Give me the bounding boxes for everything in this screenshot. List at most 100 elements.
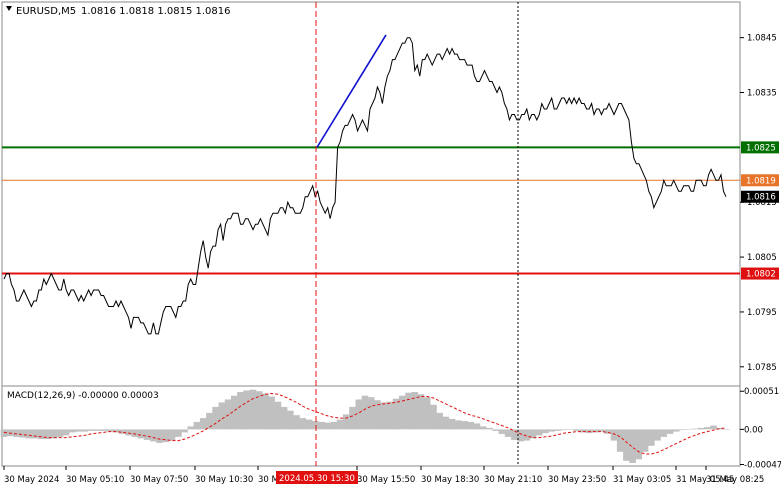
x-tick-label: 31 May 03:05: [613, 475, 671, 485]
y-tick-label: 1.0845: [747, 34, 777, 44]
macd-histogram-bar: [679, 429, 686, 431]
macd-histogram-bar: [255, 391, 263, 430]
macd-histogram-bar: [697, 427, 705, 430]
macd-histogram-bar: [81, 429, 89, 432]
macd-histogram-bar: [660, 429, 667, 437]
macd-histogram-bar: [573, 429, 580, 431]
level-price-tag: [741, 174, 779, 187]
macd-histogram-bar: [343, 414, 350, 430]
macd-histogram-bar: [50, 429, 58, 439]
y-tick-label: 1.0785: [747, 363, 777, 373]
macd-histogram-bar: [156, 429, 163, 443]
macd-y-tick-label: -0.00047: [744, 461, 781, 471]
macd-histogram-bar: [311, 421, 319, 430]
ohlc-readout: 1.0816 1.0818 1.0815 1.0816: [81, 6, 231, 17]
y-tick-label: 1.0815: [747, 198, 777, 208]
macd-title: MACD(12,26,9) -0.00000 0.00003: [7, 391, 159, 401]
price-series-line: [3, 37, 727, 335]
macd-histogram-bar: [504, 429, 512, 437]
macd-histogram-bar: [125, 429, 132, 436]
macd-histogram-bar: [666, 429, 674, 434]
macd-histogram-bar: [380, 402, 387, 430]
macd-histogram-bar: [318, 421, 325, 430]
chart-header: EURUSD,M5 1.0816 1.0818 1.0815 1.0816: [6, 6, 231, 17]
macd-histogram-bar: [175, 429, 182, 437]
macd-histogram-bar: [187, 426, 194, 430]
x-tick-label: 30 May 21:10: [484, 475, 542, 485]
macd-histogram-bar: [137, 429, 145, 439]
macd-histogram-bar: [56, 429, 64, 437]
macd-histogram-bar: [118, 429, 126, 434]
macd-histogram-bar: [610, 429, 618, 441]
macd-y-tick-label: 0.00: [744, 425, 763, 435]
y-tick-label: 1.0805: [747, 253, 777, 263]
macd-histogram-bar: [529, 429, 537, 439]
macd-histogram-bar: [486, 427, 493, 430]
trend-line[interactable]: [316, 34, 387, 148]
macd-histogram-bar: [336, 419, 344, 430]
macd-histogram-bar: [231, 395, 238, 430]
macd-histogram-bar: [560, 429, 568, 431]
level-price-label: 1.0802: [746, 270, 776, 280]
macd-histogram-bar: [237, 392, 244, 430]
macd-histogram-bar: [629, 429, 636, 463]
macd-histogram-bar: [168, 429, 176, 441]
macd-histogram-bar: [479, 426, 487, 430]
x-tick-label: 30 May 2024: [4, 475, 59, 485]
macd-histogram-bar: [287, 410, 294, 430]
macd-histogram-bar: [461, 421, 468, 430]
macd-histogram-bar: [69, 429, 76, 433]
macd-histogram-bar: [212, 406, 219, 430]
x-tick-label: 30 May 10:30: [195, 475, 253, 485]
macd-histogram-bar: [542, 429, 549, 434]
x-tick-label: 30 May 18:30: [421, 475, 479, 485]
macd-histogram-bar: [87, 429, 95, 431]
macd-histogram-bar: [38, 429, 45, 440]
macd-histogram-bar: [44, 429, 51, 440]
macd-histogram-bar: [517, 429, 524, 442]
macd-histogram-bar: [224, 399, 232, 430]
y-tick-label: 1.0795: [747, 308, 777, 318]
macd-histogram-bar: [355, 399, 363, 430]
macd-histogram-bar: [305, 419, 313, 430]
macd-histogram-bar: [206, 412, 213, 430]
macd-histogram-bar: [567, 429, 574, 430]
macd-histogram-bar: [704, 427, 711, 430]
macd-histogram-bar: [579, 429, 587, 433]
macd-histogram-bar: [280, 406, 288, 430]
macd-histogram-bar: [249, 389, 257, 430]
level-price-tag: [741, 267, 779, 280]
macd-histogram-bar: [386, 401, 394, 430]
macd-histogram-bar: [716, 427, 724, 430]
macd-signal-line: [3, 392, 727, 455]
triangle-down-icon[interactable]: [6, 6, 12, 11]
macd-histogram-bar: [598, 429, 605, 432]
macd-y-tick-label: 0.00051: [744, 387, 779, 397]
macd-histogram-bar: [473, 423, 481, 430]
x-tick-label: 31 May 08:25: [706, 475, 764, 485]
macd-histogram-bar: [430, 404, 437, 430]
macd-histogram-bar: [100, 429, 107, 431]
macd-histogram-bar: [710, 425, 717, 430]
current-price-label: 1.0816: [746, 193, 776, 203]
macd-histogram-bar: [411, 392, 419, 430]
macd-histogram-bar: [361, 395, 369, 430]
macd-histogram-bar: [374, 400, 381, 430]
macd-histogram-bar: [199, 418, 207, 430]
macd-histogram-bar: [75, 429, 82, 432]
macd-histogram-bar: [492, 429, 499, 431]
x-tick-label: 30 May 15:50: [357, 475, 415, 485]
level-price-tag: [741, 141, 779, 154]
crosshair-time-label: 2024.05.30 15:30: [279, 474, 355, 484]
macd-histogram-bar: [448, 418, 456, 430]
macd-histogram-bar: [106, 429, 114, 432]
macd-histogram-bar: [299, 418, 306, 430]
macd-histogram-bar: [349, 406, 356, 430]
macd-histogram-bar: [293, 415, 300, 430]
macd-histogram-bar: [498, 429, 506, 434]
macd-histogram-bar: [262, 393, 269, 430]
macd-histogram-bar: [722, 429, 730, 430]
macd-histogram-bar: [19, 429, 26, 438]
